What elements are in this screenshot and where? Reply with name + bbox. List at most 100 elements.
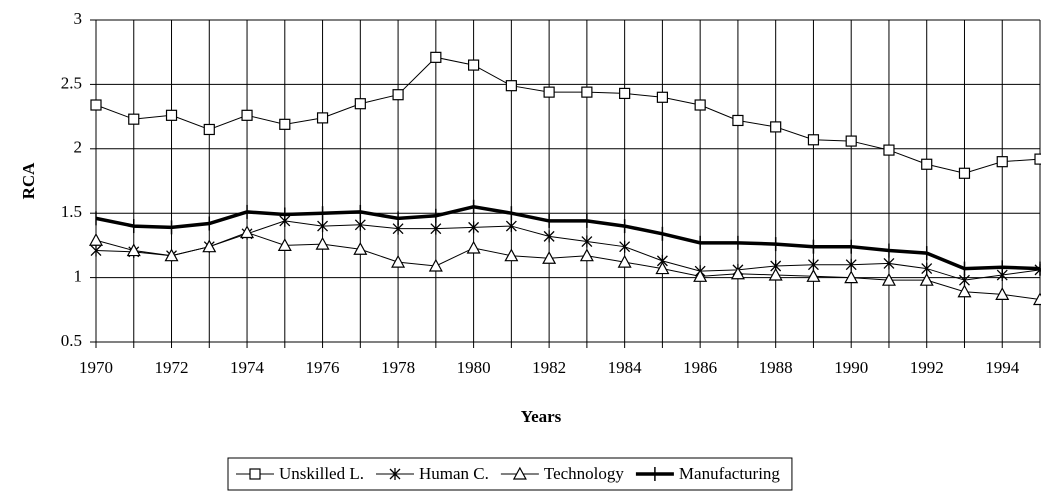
point [430,222,442,235]
y-tick-label: 1 [74,267,83,286]
point [354,218,366,231]
point [693,269,708,282]
point [202,239,217,253]
legend: Unskilled L. Human C. Technology Manufactur… [227,457,793,491]
legend-marker [389,468,401,480]
y-tick-label: 3 [74,9,83,28]
point [505,80,517,92]
point [732,114,744,127]
point [543,86,555,98]
point [807,134,820,146]
point [619,87,631,100]
point [428,258,443,272]
x-tick-label: 1986 [683,358,717,377]
point [957,284,972,298]
x-tick-label: 1982 [532,358,566,377]
legend-label: Unskilled L. [279,464,364,483]
point [655,261,670,275]
series-line [95,231,1041,300]
point [90,99,102,111]
series-line [95,204,1041,271]
point [807,258,819,271]
point [317,220,329,233]
point [391,254,406,268]
point [392,89,404,101]
x-tick-label: 1988 [759,358,793,377]
point [315,236,330,250]
x-tick-label: 1976 [306,358,340,377]
point [919,272,934,286]
point [579,248,594,262]
point [770,121,782,133]
point [656,91,669,103]
y-tick-label: 2 [74,138,83,157]
point [505,220,517,233]
y-axis-label: RCA [19,162,38,200]
series-line [95,220,1041,281]
point [203,123,215,136]
point [845,135,857,147]
legend-marker [249,468,261,480]
point [617,254,632,268]
legend-label: Technology [544,464,625,483]
point [995,287,1010,300]
series-line [95,56,1041,174]
point [430,51,442,63]
point [581,235,593,248]
point [353,242,368,255]
point [240,225,255,239]
point [959,274,970,287]
point [90,244,102,257]
y-tick-label: 0.5 [61,331,82,350]
point [694,99,706,111]
point [581,86,593,98]
point [543,230,555,243]
point [164,248,179,262]
point [1034,153,1041,165]
y-tick-label: 2.5 [61,73,82,92]
x-tick-label: 1994 [985,358,1020,377]
point [354,98,366,110]
point [165,109,178,121]
point [126,243,141,257]
point [881,272,896,286]
point [128,113,140,125]
point [542,251,557,264]
point [277,238,292,251]
point [241,109,253,121]
point [883,257,895,270]
point [883,144,895,156]
point [996,156,1008,168]
point [468,221,480,234]
point [1032,292,1041,306]
point [619,240,631,253]
point [504,248,519,262]
point [316,112,329,124]
point [88,232,104,246]
x-tick-label: 1992 [910,358,944,377]
x-tick-label: 1974 [230,358,265,377]
legend-label: Manufacturing [679,464,781,483]
point [845,258,857,271]
point [768,267,783,281]
x-tick-label: 1980 [457,358,491,377]
x-tick-label: 1972 [155,358,189,377]
point [466,240,481,254]
point [921,262,933,275]
point [730,266,745,280]
x-tick-label: 1990 [834,358,868,377]
point [958,167,971,179]
point [921,158,933,170]
point [279,118,291,130]
x-axis-label: Years [521,407,562,426]
x-tick-label: 1970 [79,358,113,377]
point [806,269,821,282]
x-tick-label: 1978 [381,358,415,377]
y-tick-label: 1.5 [61,202,82,221]
point [468,59,480,71]
point [844,270,859,284]
x-tick-label: 1984 [608,358,643,377]
legend-marker [512,466,527,480]
legend-label: Human C. [419,464,489,483]
